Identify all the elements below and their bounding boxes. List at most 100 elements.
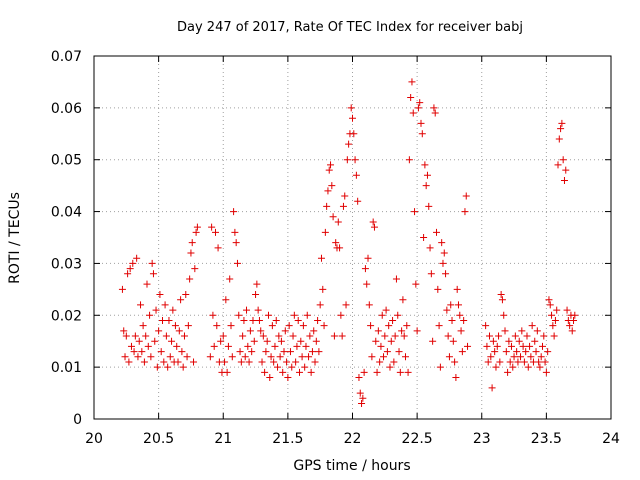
data-point bbox=[217, 337, 225, 345]
data-point bbox=[376, 358, 384, 366]
data-point bbox=[566, 322, 574, 330]
data-point bbox=[293, 342, 301, 350]
data-point bbox=[343, 156, 351, 164]
data-point bbox=[183, 353, 191, 361]
data-point bbox=[169, 306, 177, 314]
data-point bbox=[513, 348, 521, 356]
y-tick-label: 0.03 bbox=[51, 256, 82, 272]
data-point bbox=[139, 322, 147, 330]
data-point bbox=[527, 353, 535, 361]
data-point bbox=[219, 332, 227, 340]
data-point bbox=[168, 337, 176, 345]
data-point bbox=[390, 358, 398, 366]
data-point bbox=[131, 332, 139, 340]
data-point bbox=[546, 301, 554, 309]
data-point bbox=[284, 374, 292, 382]
data-point bbox=[209, 311, 217, 319]
data-point bbox=[305, 353, 313, 361]
data-point bbox=[323, 202, 331, 210]
data-point bbox=[449, 337, 457, 345]
data-point bbox=[386, 363, 394, 371]
data-point bbox=[434, 285, 442, 293]
data-point bbox=[559, 156, 567, 164]
x-tick-label: 22 bbox=[344, 431, 362, 447]
data-point bbox=[537, 353, 545, 361]
data-point bbox=[228, 353, 236, 361]
data-point bbox=[253, 280, 261, 288]
data-point bbox=[187, 249, 195, 257]
data-point bbox=[359, 394, 367, 402]
data-point bbox=[267, 353, 275, 361]
x-tick-label: 20.5 bbox=[143, 431, 174, 447]
data-point bbox=[130, 348, 138, 356]
data-point bbox=[568, 327, 576, 335]
data-point bbox=[206, 353, 214, 361]
y-tick-label: 0.07 bbox=[51, 49, 82, 65]
data-point bbox=[224, 342, 232, 350]
data-point bbox=[541, 358, 549, 366]
data-point bbox=[570, 316, 578, 324]
data-point bbox=[558, 119, 566, 127]
data-point bbox=[358, 399, 366, 407]
y-tick-label: 0.05 bbox=[51, 153, 82, 169]
data-point bbox=[192, 228, 200, 236]
data-point bbox=[500, 311, 508, 319]
data-point bbox=[339, 202, 347, 210]
data-point bbox=[327, 161, 335, 169]
data-point bbox=[420, 234, 428, 241]
data-point bbox=[146, 311, 154, 319]
data-point bbox=[153, 363, 161, 371]
data-point bbox=[374, 327, 382, 335]
data-point bbox=[124, 270, 132, 278]
data-point bbox=[254, 306, 262, 314]
data-point bbox=[489, 337, 497, 345]
data-point bbox=[548, 311, 556, 319]
data-point bbox=[272, 316, 280, 324]
data-point bbox=[319, 285, 327, 293]
y-axis-label: ROTI / TECUs bbox=[7, 192, 23, 284]
data-point bbox=[350, 130, 358, 138]
data-point bbox=[442, 270, 450, 278]
data-point bbox=[454, 301, 462, 309]
data-point bbox=[540, 332, 548, 340]
data-point bbox=[259, 332, 267, 340]
data-point bbox=[161, 301, 169, 309]
data-point bbox=[144, 342, 152, 350]
data-point bbox=[296, 368, 304, 376]
data-point bbox=[277, 337, 285, 345]
data-point bbox=[533, 327, 541, 335]
data-point bbox=[155, 327, 163, 335]
data-point bbox=[408, 78, 416, 86]
data-point bbox=[452, 374, 460, 382]
data-point bbox=[178, 348, 186, 356]
data-point bbox=[370, 223, 378, 231]
data-point bbox=[461, 208, 469, 216]
data-point bbox=[137, 301, 145, 309]
data-point bbox=[436, 363, 444, 371]
data-point bbox=[511, 332, 519, 340]
data-point bbox=[443, 306, 451, 314]
data-point bbox=[515, 337, 523, 345]
data-point bbox=[395, 348, 403, 356]
data-point bbox=[249, 316, 257, 324]
data-point bbox=[509, 363, 517, 371]
y-tick-label: 0.06 bbox=[51, 101, 82, 117]
data-point bbox=[394, 311, 402, 319]
data-point bbox=[283, 358, 291, 366]
data-point bbox=[320, 322, 328, 330]
data-point bbox=[248, 348, 256, 356]
data-point bbox=[464, 342, 472, 350]
data-point bbox=[311, 358, 319, 366]
data-point bbox=[380, 353, 388, 361]
data-point bbox=[275, 332, 283, 340]
data-point bbox=[425, 202, 433, 210]
chart-title: Day 247 of 2017, Rate Of TEC Index for r… bbox=[177, 20, 523, 35]
data-point bbox=[316, 301, 324, 309]
data-point bbox=[213, 322, 221, 330]
data-point bbox=[506, 358, 514, 366]
data-point bbox=[324, 187, 332, 195]
data-point bbox=[385, 322, 393, 330]
data-point bbox=[405, 156, 413, 164]
data-point bbox=[545, 296, 553, 304]
